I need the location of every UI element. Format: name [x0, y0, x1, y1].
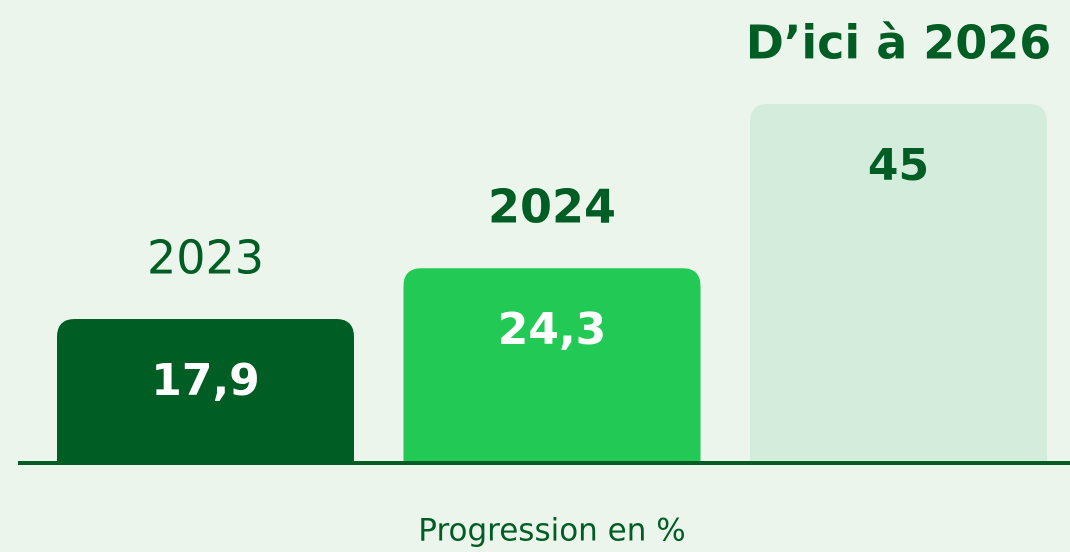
category-label: 2024	[488, 180, 616, 234]
value-label: 45	[868, 140, 929, 191]
category-label: 2023	[147, 230, 264, 284]
value-label: 24,3	[498, 304, 607, 355]
x-axis-label: Progression en %	[418, 513, 685, 549]
bar	[403, 268, 701, 461]
value-label: 17,9	[151, 355, 260, 406]
category-label: D’ici à 2026	[746, 16, 1052, 70]
bar	[57, 318, 354, 461]
bar	[750, 104, 1047, 461]
